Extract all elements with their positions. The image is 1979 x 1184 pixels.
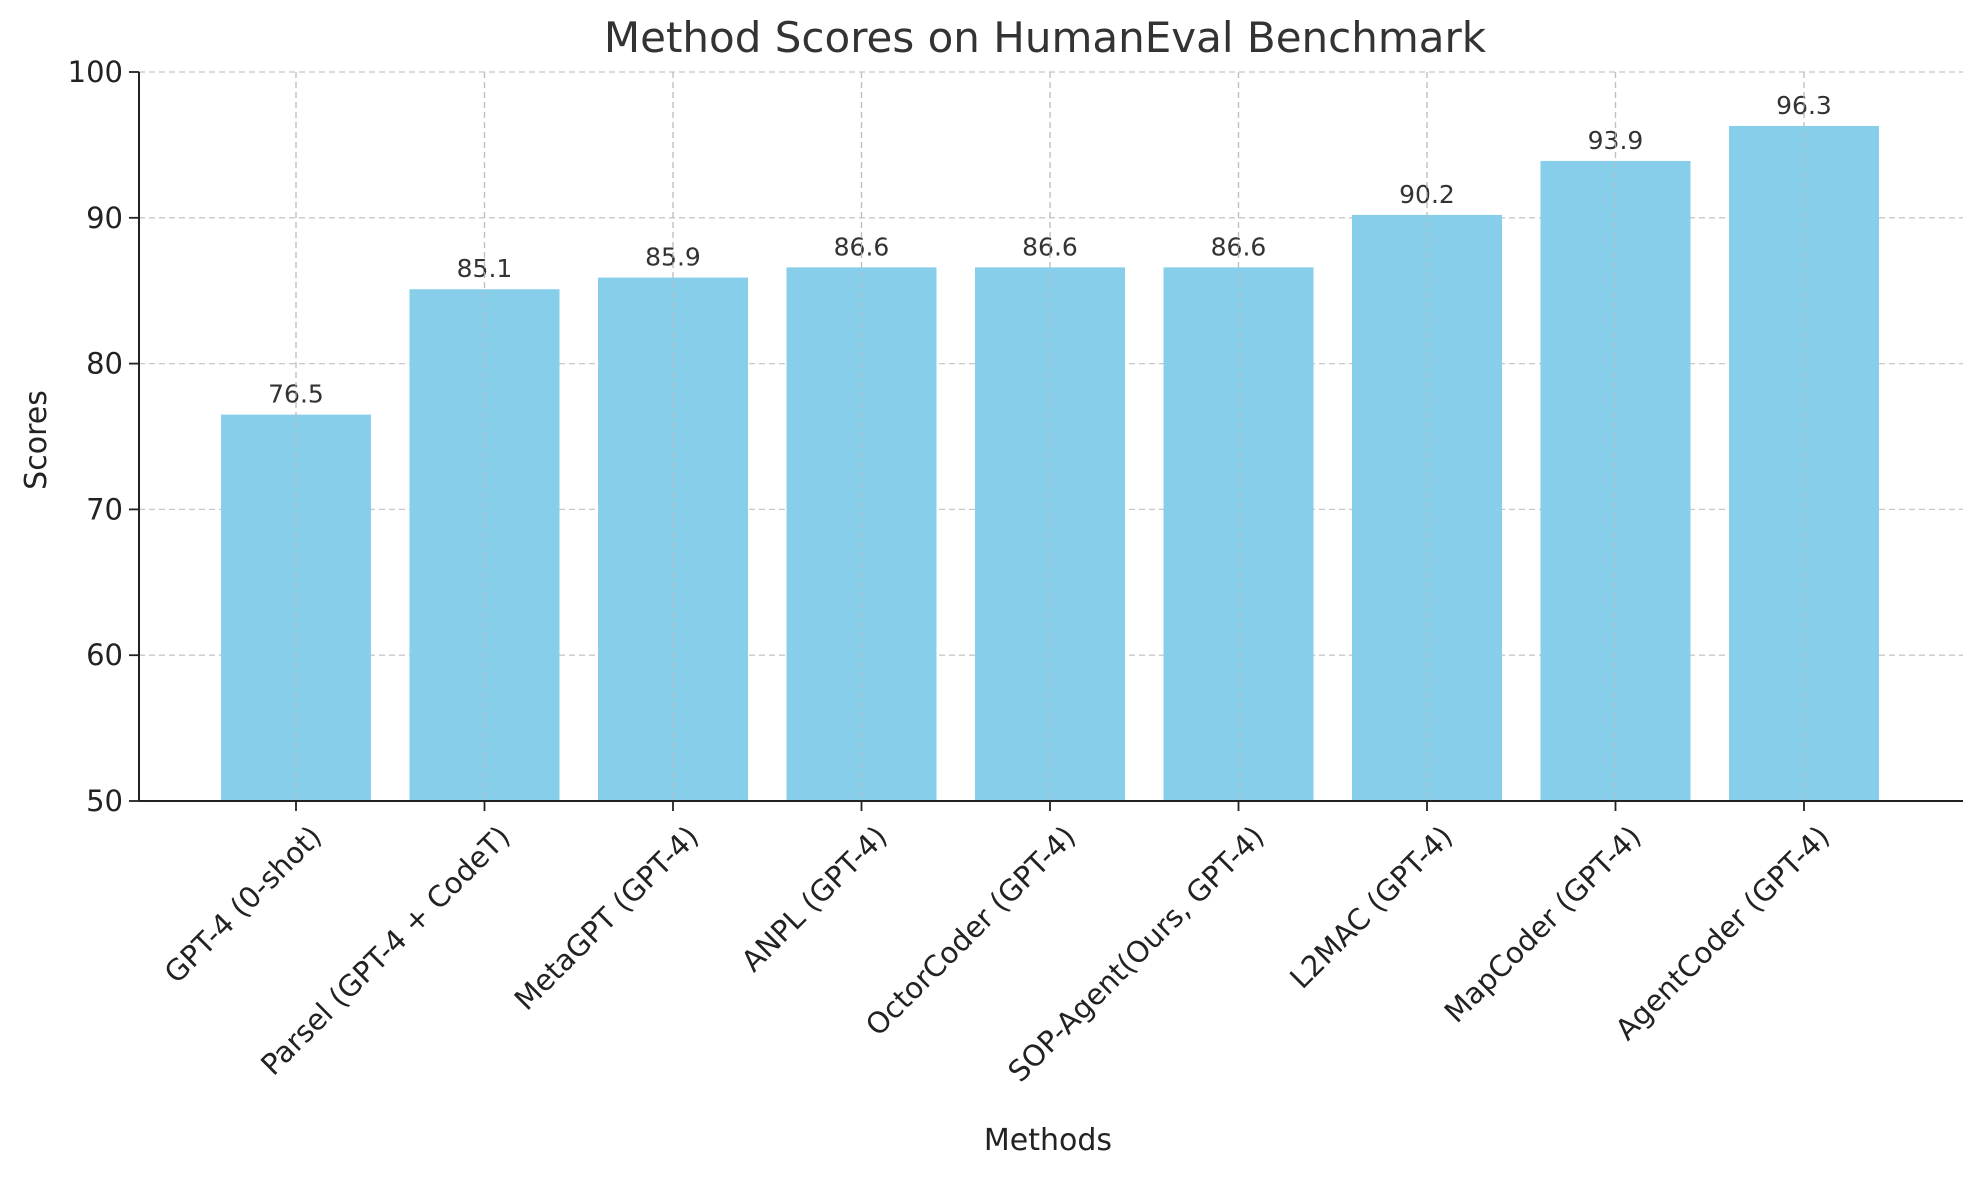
chart-title: Method Scores on HumanEval Benchmark — [604, 13, 1487, 62]
x-tick-label: OctorCoder (GPT-4) — [859, 819, 1082, 1042]
x-tick-label: AgentCoder (GPT-4) — [1609, 819, 1837, 1047]
x-tick-label: MapCoder (GPT-4) — [1438, 819, 1648, 1029]
y-tick-label: 90 — [86, 201, 123, 235]
y-tick-label: 60 — [86, 638, 123, 672]
axes — [129, 71, 1963, 811]
data-label: 93.9 — [1588, 126, 1644, 155]
x-tick-label: L2MAC (GPT-4) — [1283, 819, 1459, 995]
y-tick-label: 100 — [68, 55, 123, 89]
x-tick-label: MetaGPT (GPT-4) — [508, 819, 706, 1017]
x-tick-label: ANPL (GPT-4) — [735, 819, 894, 978]
y-tick-label: 50 — [86, 784, 123, 818]
y-tick-label: 80 — [86, 347, 123, 381]
y-axis-label: Scores — [19, 390, 54, 490]
y-tick-label: 70 — [86, 492, 123, 526]
x-axis-label: Methods — [984, 1123, 1112, 1158]
x-tick-label: GPT-4 (0-shot) — [158, 819, 329, 990]
data-label: 85.1 — [457, 254, 513, 283]
